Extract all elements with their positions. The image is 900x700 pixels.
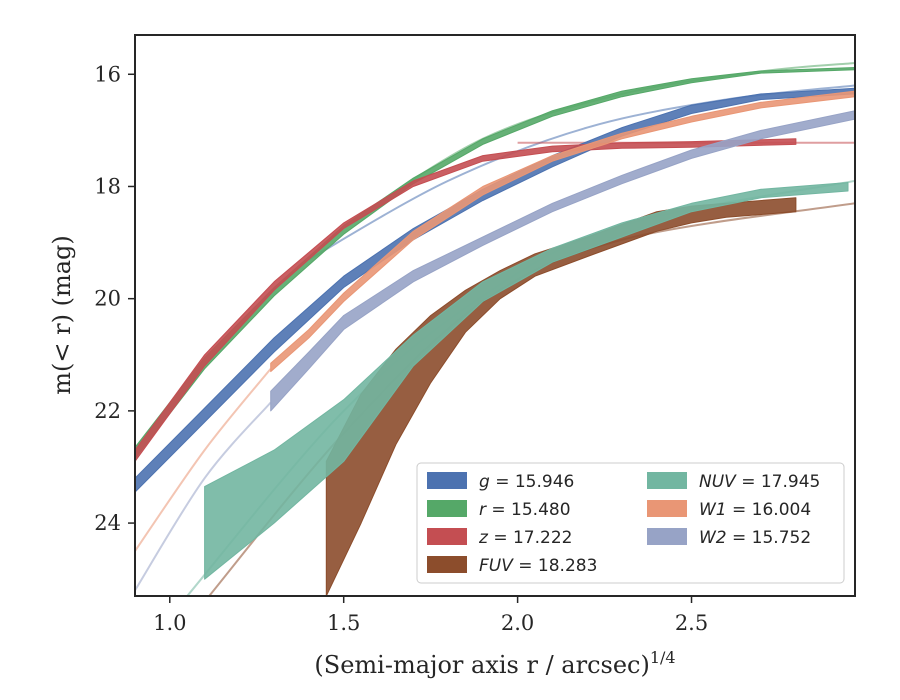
y-tick-label: 20	[94, 287, 121, 311]
plot-frame	[134, 34, 856, 597]
x-axis-label-text: (Semi-major axis r / arcsec)	[314, 651, 649, 679]
x-tick-label: 2.0	[501, 611, 534, 635]
y-tick-label: 22	[94, 399, 121, 423]
legend-label-nuv: NUV = 17.945	[699, 472, 820, 492]
y-axis: 16 18 20 22 24	[94, 62, 135, 535]
y-tick-label: 24	[94, 511, 121, 535]
legend-swatch-w2	[647, 528, 687, 545]
x-axis-label: (Semi-major axis r / arcsec)1/4	[314, 648, 675, 679]
series-band-g	[135, 87, 855, 493]
y-axis-label: m(< r) (mag)	[48, 235, 76, 394]
legend-label-z: z = 17.222	[478, 528, 572, 548]
x-tick-label: 1.5	[327, 611, 360, 635]
model-curve-w1	[135, 368, 272, 552]
model-curve-g	[308, 84, 855, 261]
y-tick-label: 16	[94, 62, 121, 86]
series-band-nuv	[204, 182, 849, 580]
x-axis-label-exponent: 1/4	[650, 648, 676, 667]
legend-frame	[416, 462, 845, 584]
x-tick-label: 2.5	[675, 611, 708, 635]
series-band-w1	[270, 90, 855, 373]
legend-label-w1: W1 = 16.004	[699, 500, 811, 520]
x-axis: 1.0 1.5 2.0 2.5	[153, 596, 708, 635]
x-tick-label: 1.0	[153, 611, 186, 635]
legend-swatch-g	[427, 472, 467, 489]
series-band-w2	[270, 110, 855, 412]
model-curve-w2	[135, 401, 272, 591]
plot-area	[135, 62, 855, 596]
legend-swatch-r	[427, 500, 467, 517]
legend-label-w2: W2 = 15.752	[699, 528, 811, 548]
series-band-fuv	[325, 197, 797, 596]
legend-label-r: r = 15.480	[479, 500, 571, 520]
series-band-z	[135, 138, 797, 462]
legend-label-g: g = 15.946	[479, 472, 574, 492]
series-band-r	[135, 67, 855, 460]
legend-swatch-nuv	[647, 472, 687, 489]
legend-swatch-z	[427, 528, 467, 545]
legend-swatch-fuv	[427, 556, 467, 573]
y-tick-label: 18	[94, 174, 121, 198]
legend-label-fuv: FUV = 18.283	[479, 556, 597, 576]
legend-swatch-w1	[647, 500, 687, 517]
legend: g = 15.946 r = 15.480 z = 17.222 FUV = 18.2…	[416, 462, 845, 584]
